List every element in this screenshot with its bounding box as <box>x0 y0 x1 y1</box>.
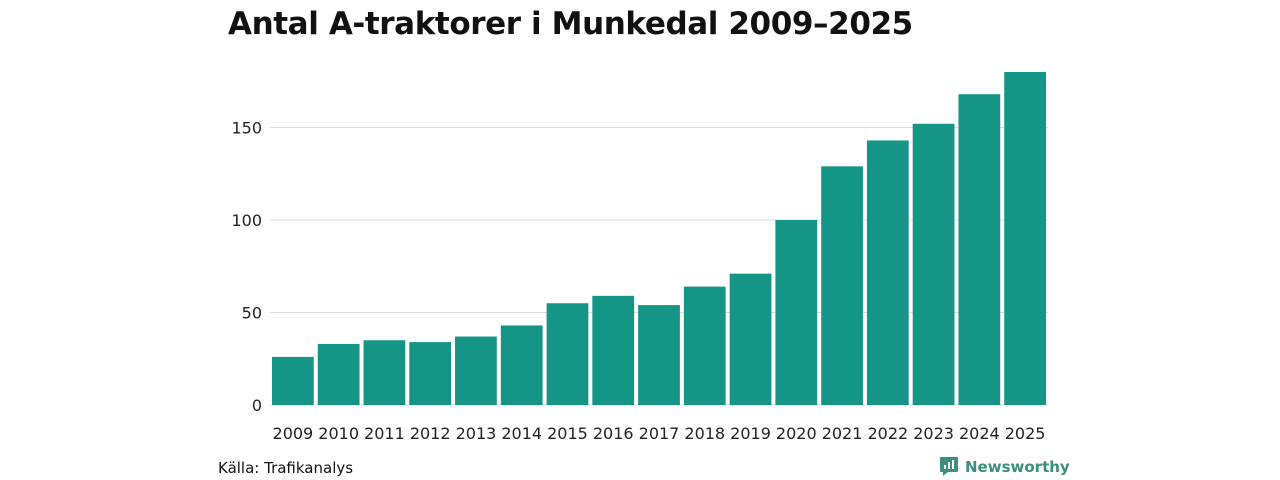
bar-2015 <box>546 303 589 405</box>
brand-logo[interactable]: Newsworthy <box>939 456 1070 477</box>
bar-2025 <box>1004 72 1046 405</box>
chart-title: Antal A-traktorer i Munkedal 2009–2025 <box>228 6 913 42</box>
x-tick-label: 2025 <box>1005 424 1046 443</box>
x-tick-label: 2023 <box>913 424 954 443</box>
bar-2022 <box>866 140 909 405</box>
y-tick-label: 100 <box>231 211 262 230</box>
source-note: Källa: Trafikanalys <box>218 459 354 477</box>
bar-2011 <box>363 340 406 405</box>
x-tick-label: 2024 <box>959 424 1000 443</box>
bars <box>272 72 1046 406</box>
bar-2019 <box>729 273 772 405</box>
bar-2012 <box>409 342 452 405</box>
y-axis-ticks: 0 50 100 150 <box>231 119 262 416</box>
x-tick-label: 2020 <box>776 424 817 443</box>
x-tick-label: 2022 <box>867 424 908 443</box>
x-tick-label: 2010 <box>318 424 359 443</box>
x-tick-label: 2018 <box>684 424 725 443</box>
x-tick-label: 2019 <box>730 424 771 443</box>
x-tick-label: 2012 <box>410 424 451 443</box>
x-tick-label: 2009 <box>273 424 314 443</box>
x-tick-label: 2015 <box>547 424 588 443</box>
y-tick-label: 0 <box>252 396 262 415</box>
bar-2020 <box>775 220 818 405</box>
bar-2018 <box>683 286 726 405</box>
x-tick-label: 2017 <box>639 424 680 443</box>
x-axis-ticks: 2009 2010 2011 2012 2013 2014 2015 2016 2017 2018… <box>273 424 1046 443</box>
x-tick-label: 2014 <box>501 424 542 443</box>
x-tick-label: 2013 <box>456 424 497 443</box>
bar-2014 <box>500 325 543 405</box>
y-tick-label: 150 <box>231 119 262 138</box>
bar-2021 <box>821 166 863 405</box>
brand-name: Newsworthy <box>965 457 1070 476</box>
newsworthy-logo-icon <box>940 457 958 476</box>
bar-2009 <box>272 356 314 405</box>
bar-2016 <box>592 295 635 405</box>
x-tick-label: 2021 <box>822 424 863 443</box>
x-tick-label: 2011 <box>364 424 405 443</box>
bar-2017 <box>638 305 680 405</box>
bar-2013 <box>455 336 497 405</box>
bar-2010 <box>317 343 360 405</box>
bar-2023 <box>912 123 955 406</box>
y-tick-label: 50 <box>242 304 262 323</box>
bar-2024 <box>958 94 1001 405</box>
x-tick-label: 2016 <box>593 424 634 443</box>
